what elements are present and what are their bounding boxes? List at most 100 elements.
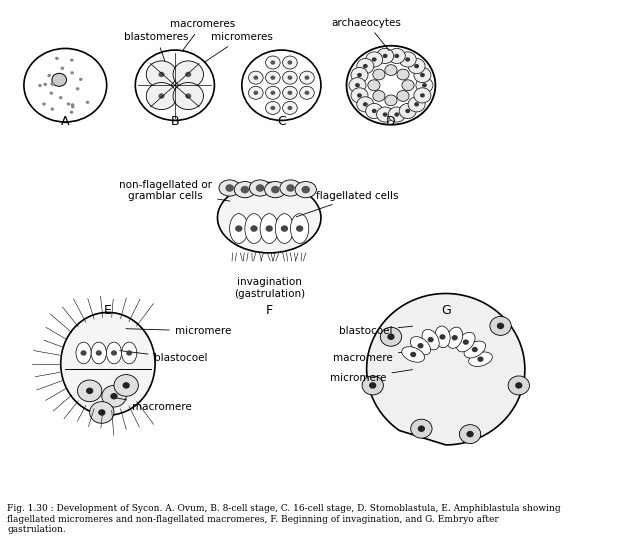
Circle shape (270, 60, 275, 65)
Circle shape (373, 69, 385, 80)
Circle shape (135, 50, 214, 120)
Ellipse shape (380, 327, 401, 346)
Circle shape (146, 83, 177, 110)
Circle shape (266, 225, 273, 232)
Circle shape (249, 71, 263, 84)
Circle shape (81, 350, 86, 356)
Circle shape (408, 59, 425, 74)
Circle shape (146, 61, 177, 88)
Circle shape (70, 71, 74, 74)
Text: micromeres: micromeres (205, 32, 273, 62)
Ellipse shape (60, 312, 155, 415)
Circle shape (452, 335, 458, 340)
Circle shape (301, 186, 310, 193)
Ellipse shape (76, 342, 91, 364)
Circle shape (79, 78, 83, 81)
Circle shape (420, 93, 425, 98)
Circle shape (287, 106, 293, 110)
Circle shape (287, 60, 293, 65)
Text: micromere: micromere (126, 326, 232, 336)
Circle shape (357, 73, 362, 77)
Circle shape (388, 48, 405, 64)
Circle shape (478, 356, 483, 362)
Circle shape (497, 322, 504, 329)
Circle shape (417, 343, 424, 348)
Circle shape (242, 50, 321, 120)
Circle shape (416, 78, 433, 93)
Circle shape (287, 75, 293, 80)
Ellipse shape (459, 424, 481, 444)
Circle shape (271, 186, 280, 193)
Text: blastocoel: blastocoel (120, 351, 207, 363)
Circle shape (43, 83, 47, 86)
Ellipse shape (469, 352, 492, 366)
Circle shape (111, 350, 117, 356)
Circle shape (366, 104, 383, 119)
Circle shape (463, 340, 469, 345)
Circle shape (366, 52, 383, 67)
Circle shape (185, 93, 191, 99)
Circle shape (266, 86, 280, 99)
Circle shape (357, 97, 374, 112)
Ellipse shape (362, 376, 384, 395)
Ellipse shape (295, 182, 316, 198)
Circle shape (270, 106, 275, 110)
Circle shape (67, 102, 70, 106)
Text: non-flagellated or
gramblar cells: non-flagellated or gramblar cells (119, 180, 230, 202)
Ellipse shape (234, 182, 256, 198)
Circle shape (394, 112, 399, 117)
Circle shape (52, 73, 67, 86)
Ellipse shape (245, 214, 263, 243)
Circle shape (466, 431, 474, 437)
Circle shape (55, 57, 59, 60)
Circle shape (126, 350, 132, 356)
Circle shape (59, 96, 62, 99)
Circle shape (305, 75, 309, 80)
Circle shape (60, 66, 64, 70)
Circle shape (405, 57, 410, 61)
Circle shape (373, 90, 385, 101)
Circle shape (256, 184, 265, 192)
Circle shape (51, 83, 55, 86)
Circle shape (235, 225, 242, 232)
Ellipse shape (457, 332, 475, 352)
Text: A: A (61, 115, 69, 128)
Circle shape (397, 69, 409, 80)
Ellipse shape (219, 180, 240, 196)
Text: D: D (386, 115, 396, 128)
Circle shape (418, 425, 425, 432)
Circle shape (158, 93, 165, 99)
Circle shape (372, 57, 377, 61)
Circle shape (240, 186, 249, 193)
Text: E: E (104, 304, 112, 317)
Ellipse shape (464, 341, 485, 358)
Circle shape (96, 350, 102, 356)
Circle shape (439, 334, 445, 340)
Circle shape (399, 52, 416, 67)
Ellipse shape (435, 326, 450, 348)
Circle shape (357, 59, 374, 74)
Circle shape (402, 80, 414, 91)
Circle shape (372, 109, 377, 113)
Ellipse shape (402, 347, 425, 362)
Circle shape (515, 382, 522, 389)
Ellipse shape (218, 183, 321, 253)
Circle shape (388, 107, 405, 122)
Ellipse shape (411, 419, 432, 438)
Circle shape (71, 103, 74, 106)
Circle shape (280, 225, 288, 232)
Circle shape (98, 409, 106, 416)
Ellipse shape (78, 380, 102, 402)
Circle shape (173, 83, 204, 110)
Ellipse shape (291, 214, 309, 243)
Text: blastomeres: blastomeres (125, 32, 189, 61)
Circle shape (387, 334, 394, 340)
Circle shape (422, 83, 427, 88)
Circle shape (385, 95, 397, 106)
Text: flagellated cells: flagellated cells (296, 191, 399, 217)
Text: macromeres: macromeres (170, 19, 235, 50)
Text: C: C (277, 115, 286, 128)
Circle shape (47, 74, 51, 77)
Circle shape (50, 91, 53, 95)
Ellipse shape (280, 180, 301, 196)
